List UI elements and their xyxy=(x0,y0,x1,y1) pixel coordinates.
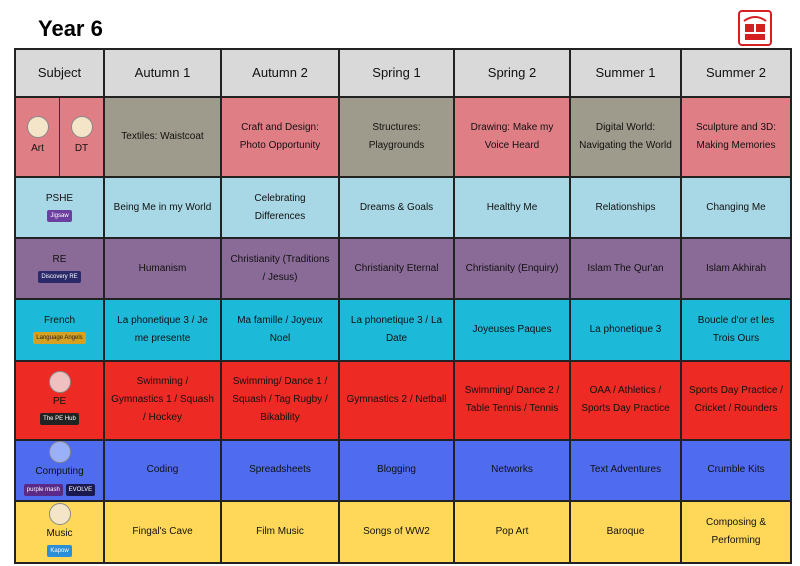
cell-pshe-autumn-1: Being Me in my World xyxy=(103,176,222,240)
table-row-music: Music Kapow Fingal's Cave Film Music Son… xyxy=(14,499,792,565)
cell-pe-summer-2: Sports Day Practice / Cricket / Rounders xyxy=(680,359,792,441)
cell-french-summer-1: La phonetique 3 xyxy=(569,298,682,362)
purple-mash-logo: purple mash xyxy=(23,483,63,496)
cell-re-autumn-1: Humanism xyxy=(103,237,222,301)
subject-name-computing: Computing xyxy=(35,466,84,478)
cell-art-spring-1: Structures: Playgrounds xyxy=(338,95,455,179)
cell-art-autumn-2: Craft and Design: Photo Opportunity xyxy=(220,95,340,179)
cell-art-spring-2: Drawing: Make my Voice Heard xyxy=(453,95,571,179)
pe-logo-icon xyxy=(48,371,71,394)
header-autumn-2: Autumn 2 xyxy=(220,48,340,98)
table-row-computing: Computing purple mash EVOLVE Coding Spre… xyxy=(14,438,792,502)
subject-name-music: Music xyxy=(46,527,73,539)
jigsaw-logo: Jigsaw xyxy=(47,210,72,223)
evolve-logo: EVOLVE xyxy=(65,483,96,496)
cell-music-spring-2: Pop Art xyxy=(453,499,571,565)
table-row-art-dt: Art DT Textiles: Waistcoat Craft and Des… xyxy=(14,95,792,179)
cell-computing-autumn-1: Coding xyxy=(103,438,222,502)
cell-computing-spring-2: Networks xyxy=(453,438,571,502)
header-spring-1: Spring 1 xyxy=(338,48,455,98)
curriculum-table: Subject Autumn 1 Autumn 2 Spring 1 Sprin… xyxy=(14,48,792,565)
cell-music-spring-1: Songs of WW2 xyxy=(338,499,455,565)
discovery-re-logo: Discovery RE xyxy=(38,271,81,284)
subject-cell-french: French Language Angels xyxy=(14,298,105,362)
subject-cell-computing: Computing purple mash EVOLVE xyxy=(14,438,105,502)
subject-cell-art-dt: Art DT xyxy=(14,95,105,179)
subject-name-french: French xyxy=(43,314,76,326)
cell-re-autumn-2: Christianity (Traditions / Jesus) xyxy=(220,237,340,301)
computing-logo-icon xyxy=(48,441,71,464)
cell-pe-summer-1: OAA / Athletics / Sports Day Practice xyxy=(569,359,682,441)
cell-re-summer-2: Islam Akhirah xyxy=(680,237,792,301)
header-summer-1: Summer 1 xyxy=(569,48,682,98)
cell-pshe-summer-2: Changing Me xyxy=(680,176,792,240)
page-title: Year 6 xyxy=(38,16,103,41)
subject-cell-pshe: PSHE Jigsaw xyxy=(14,176,105,240)
header-subject: Subject xyxy=(14,48,105,98)
cell-computing-summer-2: Crumble Kits xyxy=(680,438,792,502)
school-crest-icon xyxy=(738,10,772,46)
subject-name-pe: PE xyxy=(52,396,67,408)
table-row-re: RE Discovery RE Humanism Christianity (T… xyxy=(14,237,792,301)
header-spring-2: Spring 2 xyxy=(453,48,571,98)
cell-re-spring-2: Christianity (Enquiry) xyxy=(453,237,571,301)
header-summer-2: Summer 2 xyxy=(680,48,792,98)
cell-pshe-spring-2: Healthy Me xyxy=(453,176,571,240)
cell-pshe-autumn-2: Celebrating Differences xyxy=(220,176,340,240)
header-row: Subject Autumn 1 Autumn 2 Spring 1 Sprin… xyxy=(14,48,792,98)
cell-computing-autumn-2: Spreadsheets xyxy=(220,438,340,502)
cell-pe-autumn-2: Swimming/ Dance 1 / Squash / Tag Rugby /… xyxy=(220,359,340,441)
header-autumn-1: Autumn 1 xyxy=(103,48,222,98)
cell-pe-spring-2: Swimming/ Dance 2 / Table Tennis / Tenni… xyxy=(453,359,571,441)
cell-pe-spring-1: Gymnastics 2 / Netball xyxy=(338,359,455,441)
cell-art-summer-2: Sculpture and 3D: Making Memories xyxy=(680,95,792,179)
cell-french-spring-1: La phonetique 3 / La Date xyxy=(338,298,455,362)
cell-music-summer-1: Baroque xyxy=(569,499,682,565)
cell-art-autumn-1: Textiles: Waistcoat xyxy=(103,95,222,179)
table-row-pe: PE The PE Hub Swimming / Gymnastics 1 / … xyxy=(14,359,792,441)
cell-french-autumn-2: Ma famille / Joyeux Noel xyxy=(220,298,340,362)
art-logo-icon xyxy=(26,116,49,139)
cell-music-autumn-2: Film Music xyxy=(220,499,340,565)
cell-french-spring-2: Joyeuses Paques xyxy=(453,298,571,362)
pe-hub-logo: The PE Hub xyxy=(40,413,79,426)
cell-re-spring-1: Christianity Eternal xyxy=(338,237,455,301)
language-angels-logo: Language Angels xyxy=(33,332,86,345)
cell-pshe-summer-1: Relationships xyxy=(569,176,682,240)
cell-pshe-spring-1: Dreams & Goals xyxy=(338,176,455,240)
subject-name-re: RE xyxy=(52,253,67,265)
subject-name-art: Art xyxy=(31,143,44,155)
cell-computing-summer-1: Text Adventures xyxy=(569,438,682,502)
kapow-logo: Kapow xyxy=(47,545,72,558)
cell-computing-spring-1: Blogging xyxy=(338,438,455,502)
cell-re-summer-1: Islam The Qur'an xyxy=(569,237,682,301)
cell-french-summer-2: Boucle d'or et les Trois Ours xyxy=(680,298,792,362)
subject-cell-pe: PE The PE Hub xyxy=(14,359,105,441)
cell-pe-autumn-1: Swimming / Gymnastics 1 / Squash / Hocke… xyxy=(103,359,222,441)
cell-music-autumn-1: Fingal's Cave xyxy=(103,499,222,565)
table-row-pshe: PSHE Jigsaw Being Me in my World Celebra… xyxy=(14,176,792,240)
cell-art-summer-1: Digital World: Navigating the World xyxy=(569,95,682,179)
dt-logo-icon xyxy=(70,116,93,139)
cell-music-summer-2: Composing & Performing xyxy=(680,499,792,565)
table-row-french: French Language Angels La phonetique 3 /… xyxy=(14,298,792,362)
cell-french-autumn-1: La phonetique 3 / Je me presente xyxy=(103,298,222,362)
subject-name-pshe: PSHE xyxy=(45,192,74,204)
subject-cell-music: Music Kapow xyxy=(14,499,105,565)
music-logo-icon xyxy=(48,502,71,525)
subject-name-dt: DT xyxy=(74,143,89,155)
subject-cell-re: RE Discovery RE xyxy=(14,237,105,301)
